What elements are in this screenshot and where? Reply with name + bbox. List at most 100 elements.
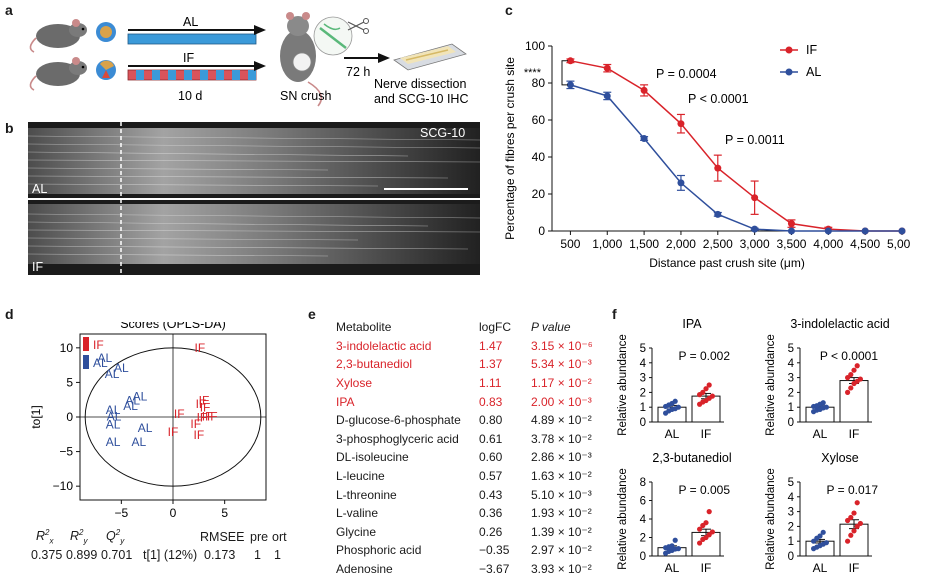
score-point-if: IF <box>207 409 218 423</box>
stat-label-r2x: R2x <box>36 528 54 546</box>
x-category-label: IF <box>701 561 712 575</box>
score-point-if: IF <box>168 425 179 439</box>
y-tick-label: 0 <box>538 224 545 238</box>
significance-bracket <box>561 60 568 86</box>
p-value-annotation: P = 0.017 <box>827 483 879 497</box>
x-tick-label: 3,500 <box>776 237 806 251</box>
logfc-value: 1.37 <box>479 357 503 372</box>
table-row: DL-isoleucine 0.60 2.86 × 10⁻³ <box>336 448 611 467</box>
stat-label-ort: ort <box>272 530 287 544</box>
score-point-al: AL <box>106 435 121 449</box>
legend-label: AL <box>806 65 821 79</box>
y-tick-label: 0 <box>640 551 646 563</box>
sample-point <box>823 404 829 410</box>
p-annotation-1: P = 0.0004 <box>656 67 717 81</box>
nerve-micrograph-panel: SCG-10 AL IF <box>28 122 480 275</box>
logfc-value: 0.36 <box>479 506 503 521</box>
y-tick-label: −10 <box>53 479 74 493</box>
table-row: 3-phosphoglyceric acid 0.61 3.78 × 10⁻² <box>336 430 611 449</box>
y-tick-label: 4 <box>788 492 795 504</box>
confidence-ellipse <box>84 347 262 487</box>
food-dish-if-icon <box>96 60 116 80</box>
panel-label-e: e <box>308 306 316 322</box>
if-image-label: IF <box>32 260 44 274</box>
panel-label-f: f <box>612 306 617 322</box>
y-tick-label: 3 <box>640 373 646 385</box>
p-value: 5.34 × 10⁻³ <box>531 357 592 372</box>
col-header-metabolite: Metabolite <box>336 320 392 335</box>
stat-value-ort: 1 <box>274 548 281 562</box>
x-category-label: IF <box>849 561 860 575</box>
p-value: 2.00 × 10⁻³ <box>531 394 592 409</box>
sample-point <box>823 540 829 546</box>
y-tick-label: −5 <box>59 445 73 459</box>
metabolite-name: Phosphoric acid <box>336 543 422 558</box>
data-point-al <box>824 227 832 235</box>
metabolite-name: L-leucine <box>336 469 385 484</box>
y-tick-label: 6 <box>640 496 646 508</box>
y-axis-label: Relative abundance <box>765 468 777 570</box>
logfc-value: 1.11 <box>479 376 502 391</box>
sample-point <box>700 389 706 395</box>
y-tick-label: 2 <box>640 387 646 399</box>
sample-point <box>706 509 712 515</box>
x-category-label: AL <box>813 427 828 441</box>
score-point-al: AL <box>107 409 122 423</box>
table-row: Adenosine −3.67 3.93 × 10⁻² <box>336 560 611 578</box>
data-point-al <box>714 210 722 218</box>
y-tick-label: 8 <box>640 477 646 489</box>
y-tick-label: 0 <box>788 551 794 563</box>
metabolite-name: IPA <box>336 394 355 409</box>
score-point-al: AL <box>105 367 120 381</box>
stat-value-r2y: 0.899 <box>66 548 98 562</box>
panel-label-d: d <box>5 306 14 322</box>
y-axis-label: Relative abundance <box>765 334 777 436</box>
significance-stars: **** <box>524 67 542 79</box>
y-tick-label: 5 <box>788 343 794 355</box>
score-point-if: IF <box>195 341 206 355</box>
logfc-value: 0.61 <box>479 431 503 446</box>
score-point-al: AL <box>123 399 138 413</box>
stat-label-r2y: R2y <box>70 528 88 546</box>
sample-point <box>672 398 678 404</box>
plot-title: Scores (OPLS-DA) <box>120 322 226 331</box>
stat-value-q2y: 0.701 <box>101 548 133 562</box>
legend-swatch <box>83 337 89 351</box>
table-row: Xylose 1.11 1.17 × 10⁻² <box>336 374 611 393</box>
sample-point <box>697 540 703 546</box>
y-tick-label: 3 <box>788 507 794 519</box>
sn-crush-mouse-icon <box>280 12 323 107</box>
data-point-al <box>603 92 611 100</box>
p-value: 4.89 × 10⁻² <box>531 413 592 428</box>
table-row: Glycine 0.26 1.39 × 10⁻² <box>336 523 611 542</box>
x-tick-label: 4,000 <box>813 237 843 251</box>
legend-marker <box>785 46 793 54</box>
y-tick-label: 2 <box>788 387 794 399</box>
y-tick-label: 0 <box>788 417 794 429</box>
y-axis-label: Percentage of fibres per crush site <box>503 57 517 240</box>
data-point-al <box>898 227 906 235</box>
sample-point <box>672 537 678 543</box>
sample-point <box>703 520 709 526</box>
p-value: 5.10 × 10⁻³ <box>531 487 592 502</box>
metabolite-name: Glycine <box>336 524 377 539</box>
food-dish-al-icon <box>96 22 116 42</box>
y-tick-label: 0 <box>66 410 73 424</box>
sample-point <box>854 363 860 369</box>
logfc-value: 0.26 <box>479 524 503 539</box>
data-point-if <box>751 194 759 202</box>
stat-value-pre: 1 <box>254 548 261 562</box>
y-tick-label: 5 <box>788 477 794 489</box>
p-value-annotation: P = 0.002 <box>679 349 731 363</box>
stain-label: SCG-10 <box>420 126 466 140</box>
sample-point <box>817 533 823 539</box>
stat-value-r2x: 0.375 <box>31 548 63 562</box>
slide-icon <box>393 43 467 71</box>
x-tick-label: 1,500 <box>629 237 659 251</box>
metabolite-name: L-threonine <box>336 487 397 502</box>
sample-point <box>703 386 709 392</box>
y-tick-label: 1 <box>788 402 794 414</box>
metabolite-table: Metabolite logFC P value 3-indolelactic … <box>336 318 611 578</box>
if-schedule-bar <box>127 69 257 81</box>
x-tick-label: 5,000 <box>887 237 910 251</box>
